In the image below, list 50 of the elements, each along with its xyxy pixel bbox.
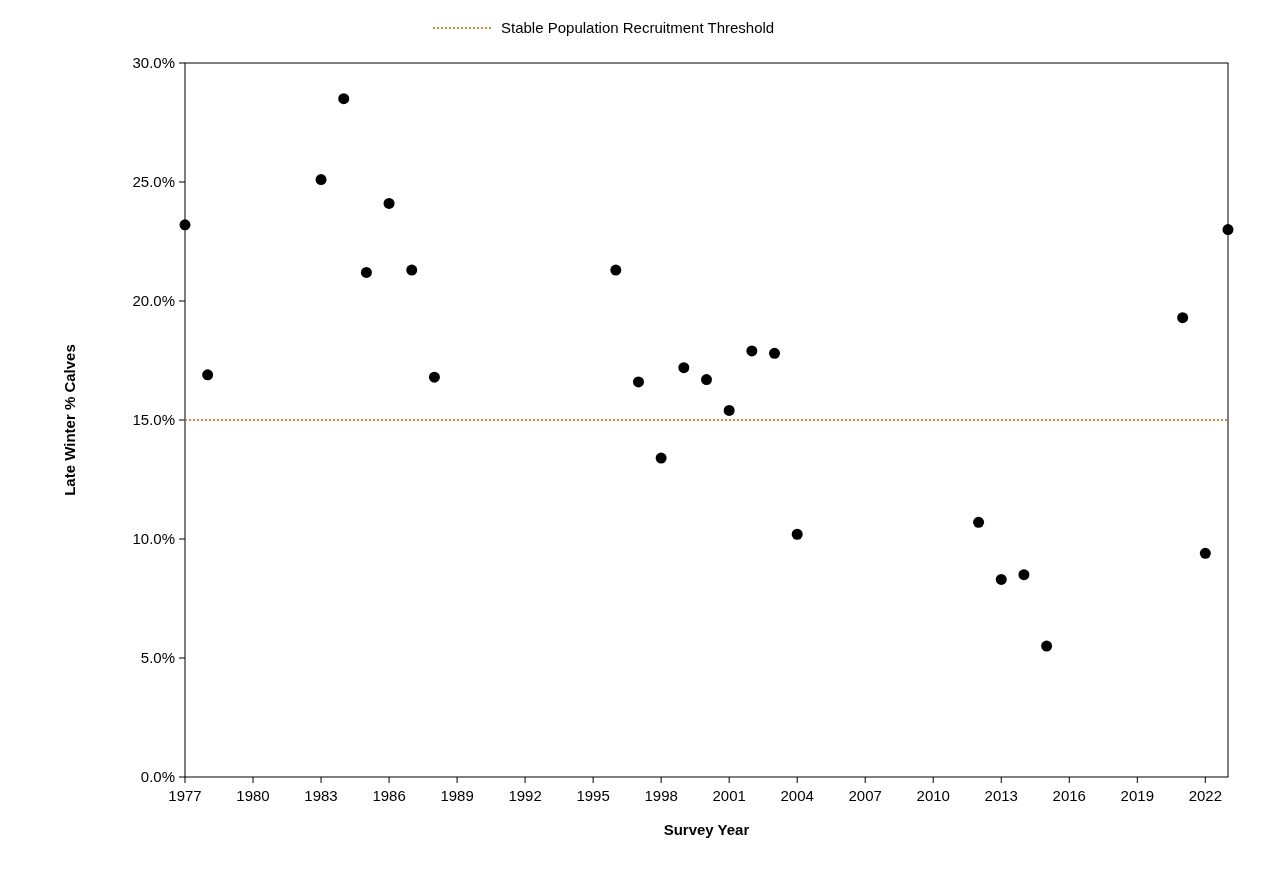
legend-label: Stable Population Recruitment Threshold xyxy=(501,19,775,36)
x-tick-label: 1980 xyxy=(236,787,270,804)
point xyxy=(791,528,803,540)
y-tick-label: 25.0% xyxy=(132,173,175,190)
point xyxy=(1018,569,1030,581)
point xyxy=(701,374,712,386)
x-axis-title: Survey Year xyxy=(663,821,750,838)
point xyxy=(406,264,418,276)
point xyxy=(1177,312,1189,324)
y-tick-label: 15.0% xyxy=(132,411,175,428)
point xyxy=(315,174,327,186)
point xyxy=(610,264,622,276)
point xyxy=(723,404,735,416)
x-tick-label: 2022 xyxy=(1188,787,1223,804)
point xyxy=(179,219,191,231)
point xyxy=(678,362,690,374)
point xyxy=(655,452,667,464)
x-tick-label: 2016 xyxy=(1052,787,1086,804)
y-tick-label: 20.0% xyxy=(132,292,175,309)
x-tick-label: 1992 xyxy=(508,787,542,804)
x-tick-label: 1998 xyxy=(644,787,678,804)
x-tick-label: 1989 xyxy=(440,787,474,804)
x-tick-label: 2007 xyxy=(848,787,882,804)
x-tick-label: 2013 xyxy=(984,787,1018,804)
x-tick-label: 1986 xyxy=(372,787,406,804)
x-tick-label: 1995 xyxy=(576,787,610,804)
y-tick-label: 30.0% xyxy=(132,54,175,71)
point xyxy=(1222,224,1234,236)
point xyxy=(383,197,395,209)
x-tick-label: 2004 xyxy=(780,787,814,804)
y-tick-label: 5.0% xyxy=(140,649,175,666)
point xyxy=(632,376,644,388)
point xyxy=(995,573,1007,585)
y-tick-label: 10.0% xyxy=(132,530,175,547)
point xyxy=(1199,547,1211,559)
point xyxy=(338,93,350,105)
y-tick-label: 0.0% xyxy=(140,768,175,785)
point xyxy=(202,369,214,381)
x-tick-label: 1977 xyxy=(168,787,202,804)
point xyxy=(1041,640,1053,652)
point xyxy=(746,345,758,357)
point xyxy=(769,347,781,359)
x-tick-label: 1983 xyxy=(304,787,338,804)
y-axis-title: Late Winter % Calves xyxy=(61,344,78,496)
point xyxy=(360,266,372,278)
x-tick-label: 2010 xyxy=(916,787,950,804)
point xyxy=(973,516,985,528)
point xyxy=(428,371,440,383)
x-tick-label: 2001 xyxy=(712,787,746,804)
x-tick-label: 2019 xyxy=(1120,787,1154,804)
